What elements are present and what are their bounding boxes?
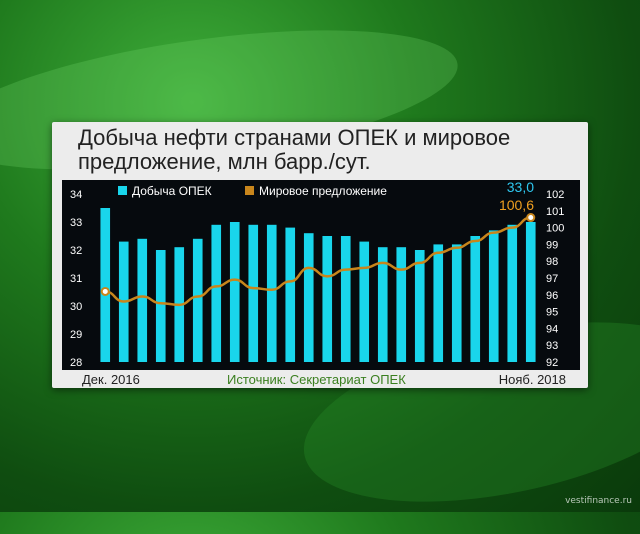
bar-opec-production [155,250,166,362]
y-right-tick-label: 102 [546,189,564,201]
line-endpoint-marker [526,213,536,223]
bar-opec-production [507,224,518,362]
bar-opec-production [414,250,425,362]
bar-opec-production [359,241,370,362]
y-right-tick-label: 96 [546,290,558,302]
chart-card: Добыча нефти странами ОПЕК и мировое пре… [52,122,588,388]
y-right-tick-label: 92 [546,357,558,369]
chart-title: Добыча нефти странами ОПЕК и мировое пре… [78,125,511,174]
bar-opec-production [377,247,388,362]
legend-label-opec: Добыча ОПЕК [132,184,212,198]
legend-swatch-opec [118,186,127,195]
bar-opec-production [285,227,296,362]
y-right-tick-label: 93 [546,340,558,352]
bar-opec-production [488,230,499,362]
y-right-tick-label: 100 [546,223,564,235]
legend-label-supply: Мировое предложение [259,184,387,198]
period-start-label: Дек. 2016 [82,372,140,387]
y-left-tick-label: 28 [70,357,82,369]
y-left-tick-label: 34 [70,189,82,201]
chart-footer: Дек. 2016 Источник: Секретариат ОПЕК Ноя… [62,370,580,388]
bar-opec-production [303,233,314,362]
bar-opec-production [229,222,240,362]
y-right-tick-label: 95 [546,307,558,319]
bar-opec-production [451,244,462,362]
y-left-tick-label: 29 [70,329,82,341]
y-left-tick-label: 30 [70,301,82,313]
bar-opec-production [248,224,259,362]
watermark: vestifinance.ru [565,496,632,506]
bar-opec-production [340,236,351,362]
bar-opec-production [525,222,536,362]
y-right-tick-label: 99 [546,239,558,251]
opec-chart: 28 29 30 31 32 33 34 92 93 94 95 96 97 98 99 100 101 102 Д… [70,180,564,369]
line-endpoint-marker [100,286,110,296]
period-end-label: Нояб. 2018 [498,372,566,387]
line-world-supply [105,216,531,307]
legend-swatch-supply [245,186,254,195]
bar-opec-production [137,238,148,362]
bar-opec-production [322,236,333,362]
y-left-tick-label: 33 [70,217,82,229]
bar-opec-production [211,224,222,362]
chart-panel: 28 29 30 31 32 33 34 92 93 94 95 96 97 98 99 100 101 102 Д… [62,180,580,370]
bar-opec-production [192,238,203,362]
bar-opec-production [100,208,111,362]
y-right-tick-label: 97 [546,273,558,285]
source-label: Источник: Секретариат ОПЕК [227,372,406,387]
y-left-tick-label: 32 [70,245,82,257]
y-left-tick-label: 31 [70,273,82,285]
y-right-tick-label: 101 [546,206,564,218]
end-label-supply: 100,6 [499,197,534,213]
end-label-opec: 33,0 [507,180,534,195]
bar-opec-production [396,247,407,362]
bar-opec-production [266,224,277,362]
bar-opec-production [470,236,481,362]
y-right-tick-label: 98 [546,256,558,268]
bar-opec-production [433,244,444,362]
y-right-tick-label: 94 [546,323,558,335]
